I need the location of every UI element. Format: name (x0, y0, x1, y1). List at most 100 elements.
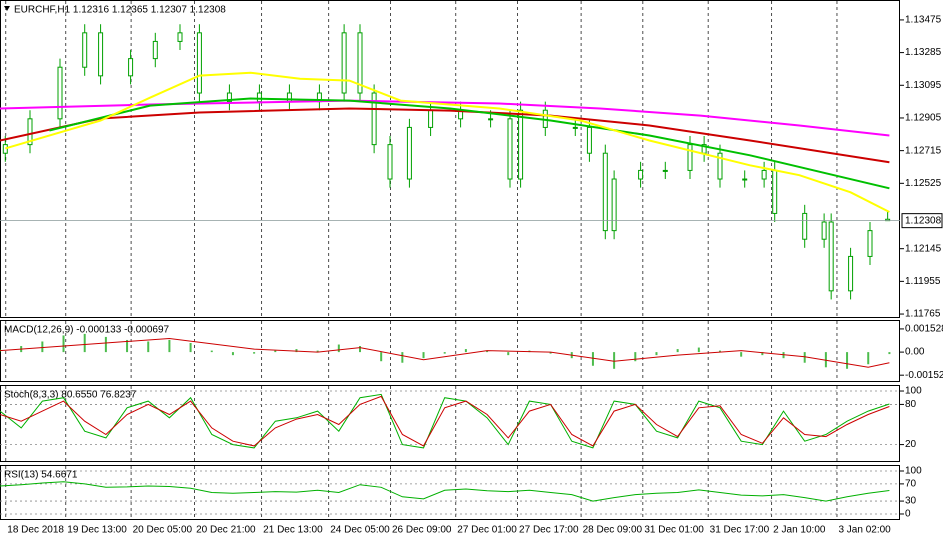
candle-body (488, 118, 494, 121)
candle-body (518, 109, 524, 180)
y-tick-label: -0.001521 (905, 370, 943, 381)
histogram-bar (719, 350, 721, 353)
y-tick-label: 1.13475 (905, 15, 942, 26)
y-tick-label: 80 (905, 399, 917, 410)
histogram-bar (168, 339, 171, 353)
histogram-bar (507, 352, 510, 356)
candle-body (128, 58, 134, 77)
histogram-bar (104, 336, 107, 353)
ma-line (0, 107, 890, 164)
histogram-bar (83, 333, 86, 353)
x-tick-label: 2 Jan 10:00 (773, 525, 826, 536)
x-tick-label: 18 Dec 2018 (7, 525, 64, 536)
x-tick-label: 31 Dec 17:00 (710, 525, 770, 536)
panel-frame (0, 465, 900, 520)
candle-body (602, 152, 608, 232)
x-tick-label: 21 Dec 13:00 (263, 525, 323, 536)
x-tick-label: 31 Dec 01:00 (644, 525, 704, 536)
histogram-bar (591, 352, 594, 366)
panel-title: Stoch(8,3,3) 80.6550 76.8237 (4, 390, 137, 401)
panel-title: RSI(13) 54.6671 (4, 470, 78, 481)
candle-body (717, 152, 723, 180)
candle-body (572, 126, 578, 129)
candle-body (828, 221, 834, 292)
histogram-bar (147, 341, 150, 353)
histogram-bar (189, 343, 192, 353)
candle-body (687, 144, 693, 171)
histogram-bar (316, 350, 319, 353)
x-tick-label: 20 Dec 05:00 (133, 525, 193, 536)
y-tick-label: 30 (905, 496, 917, 507)
histogram-bar (359, 346, 361, 353)
histogram-bar (401, 352, 404, 363)
y-tick-label: 0.001528 (905, 324, 943, 335)
y-tick-label: 1.12145 (905, 243, 942, 254)
x-tick-label: 19 Dec 13:00 (67, 525, 127, 536)
histogram-bar (486, 350, 489, 353)
histogram-bar (740, 352, 743, 357)
panel-title: EURCHF,H1 1.12316 1.12365 1.12307 1.1230… (14, 5, 226, 16)
y-tick-label: 1.13285 (905, 47, 942, 58)
x-tick-label: 27 Dec 01:00 (457, 525, 517, 536)
indicator-line (0, 481, 890, 502)
histogram-bar (697, 347, 700, 353)
candle-body (2, 144, 8, 154)
ma-line (49, 97, 890, 190)
panel-title: MACD(12,26,9) -0.000133 -0.000697 (4, 325, 170, 336)
histogram-bar (422, 352, 425, 359)
x-tick-label: 26 Dec 09:00 (392, 525, 452, 536)
indicator-line (0, 337, 890, 368)
candle-body (152, 40, 158, 60)
y-tick-label: 1.12525 (905, 178, 942, 189)
histogram-bar (380, 352, 383, 362)
y-tick-label: 20 (905, 439, 917, 450)
histogram-bar (253, 352, 256, 354)
y-tick-label: 0 (905, 509, 911, 520)
y-tick-label: 0.00 (905, 347, 925, 358)
candle-body (256, 92, 262, 103)
candle-body (611, 178, 617, 232)
histogram-bar (274, 350, 277, 353)
x-tick-label: 28 Dec 09:00 (583, 525, 643, 536)
y-tick-label: 1.12715 (905, 145, 942, 156)
candle-body (406, 126, 412, 180)
candle-body (177, 32, 183, 42)
y-tick-label: 1.13095 (905, 80, 942, 91)
histogram-bar (443, 352, 446, 354)
histogram-bar (210, 350, 213, 353)
indicator-line (0, 393, 890, 449)
candle-body (638, 169, 644, 180)
y-tick-label: 1.11765 (905, 309, 941, 320)
y-tick-label: 100 (905, 386, 922, 397)
candle-body (357, 32, 363, 94)
histogram-bar (676, 349, 679, 353)
candle-body (27, 118, 33, 146)
candle-body (196, 32, 202, 94)
x-tick-label: 24 Dec 05:00 (330, 525, 390, 536)
candle-body (772, 169, 778, 214)
y-tick-label: 1.12905 (905, 113, 942, 124)
y-tick-label: 1.11955 (905, 276, 941, 287)
panel-frame (0, 0, 900, 318)
candle-body (821, 221, 827, 240)
histogram-bar (41, 341, 44, 353)
candle-body (867, 230, 873, 257)
histogram-bar (613, 352, 616, 369)
candle-body (586, 126, 592, 154)
candle-body (662, 169, 668, 172)
histogram-bar (337, 344, 340, 353)
candle-body (848, 255, 854, 292)
candle-body (57, 66, 63, 120)
candle-body (802, 212, 808, 240)
histogram-bar (549, 352, 552, 354)
x-tick-label: 20 Dec 21:00 (196, 525, 256, 536)
candle-body (82, 32, 88, 68)
ma-line (5, 71, 890, 213)
y-tick-label: 70 (905, 479, 917, 490)
histogram-bar (62, 335, 65, 353)
candle-body (98, 32, 104, 77)
last-price-box (901, 213, 943, 229)
histogram-bar (888, 352, 891, 355)
